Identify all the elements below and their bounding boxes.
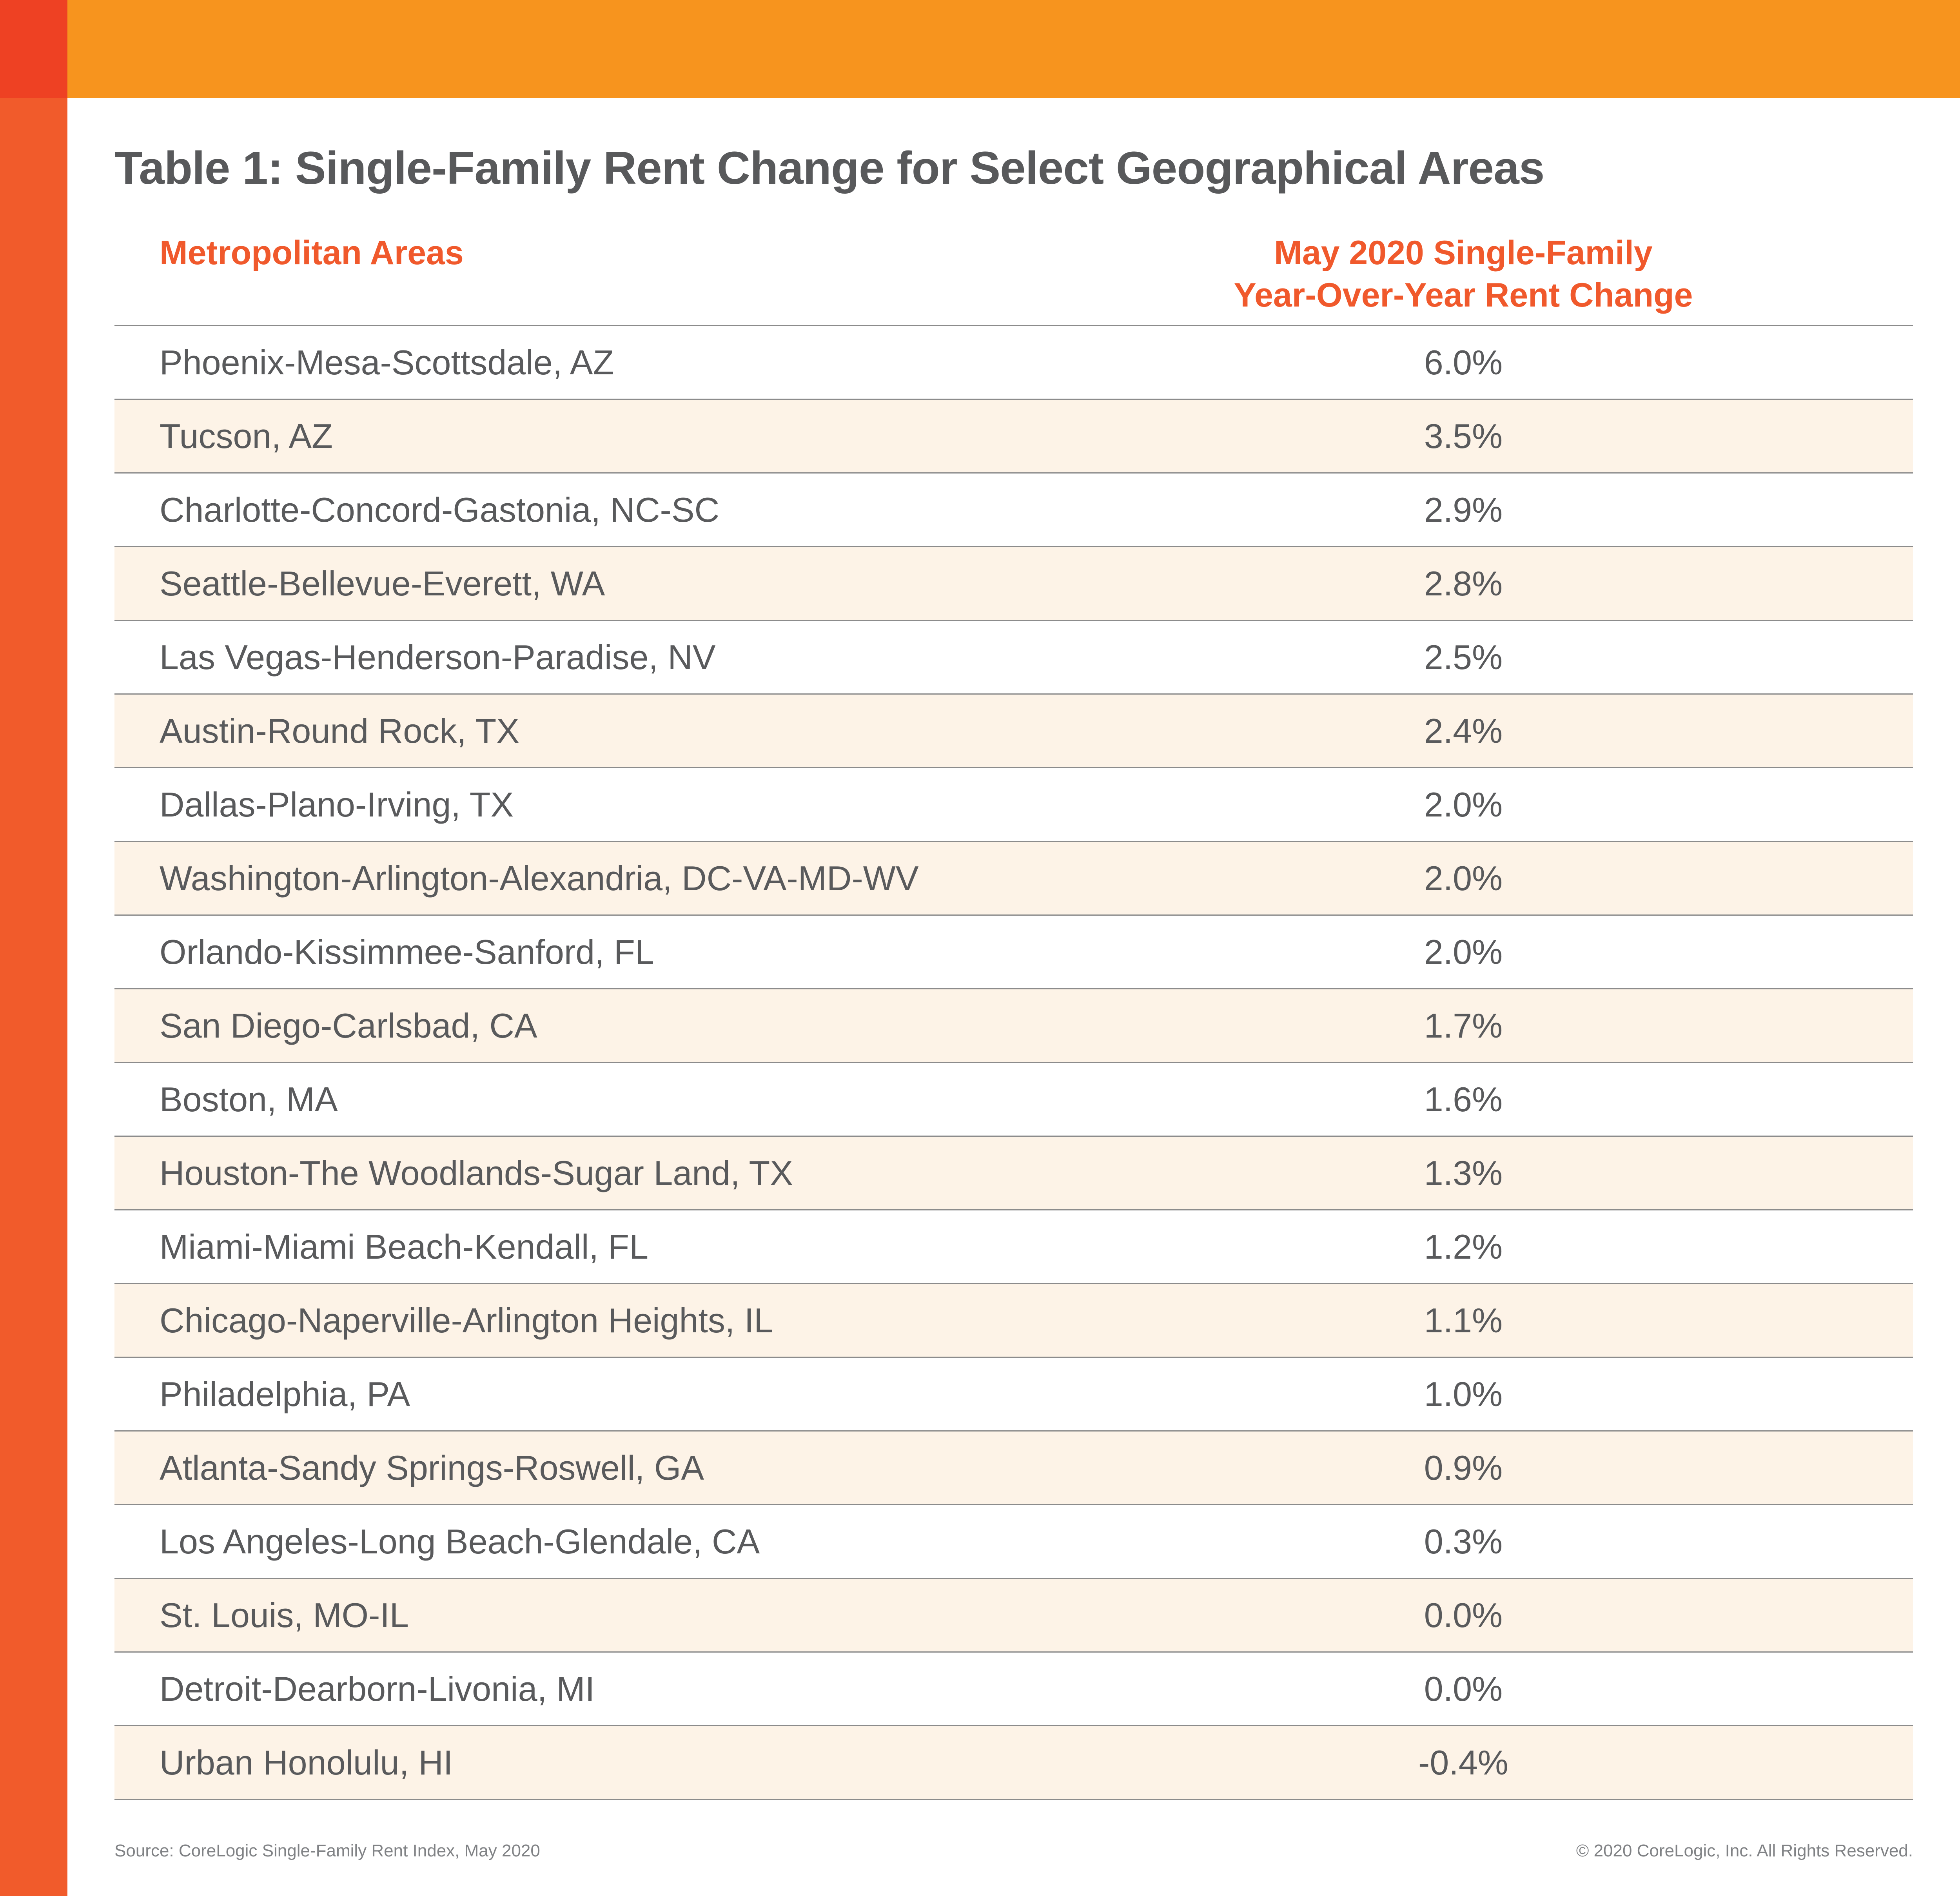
table-row: Seattle-Bellevue-Everett, WA 2.8%: [114, 547, 1913, 621]
area-cell: Los Angeles-Long Beach-Glendale, CA: [160, 1522, 760, 1561]
area-cell: Seattle-Bellevue-Everett, WA: [160, 564, 605, 603]
area-cell: Urban Honolulu, HI: [160, 1743, 453, 1782]
rent-change-cell: 2.0%: [1424, 932, 1503, 971]
rent-change-cell: 0.9%: [1424, 1448, 1503, 1487]
page-title: Table 1: Single-Family Rent Change for S…: [114, 142, 1544, 194]
table-row: Chicago-Naperville-Arlington Heights, IL…: [114, 1284, 1913, 1358]
area-cell: Orlando-Kissimmee-Sanford, FL: [160, 932, 654, 971]
area-cell: Washington-Arlington-Alexandria, DC-VA-M…: [160, 858, 919, 898]
area-cell: Atlanta-Sandy Springs-Roswell, GA: [160, 1448, 704, 1487]
footer-source: Source: CoreLogic Single-Family Rent Ind…: [114, 1841, 540, 1860]
rent-change-cell: 0.0%: [1424, 1669, 1503, 1708]
rent-change-cell: 1.6%: [1424, 1080, 1503, 1119]
area-cell: Philadelphia, PA: [160, 1374, 410, 1413]
column-header-rent-change: May 2020 Single-Family Year-Over-Year Re…: [1014, 232, 1913, 316]
area-cell: Miami-Miami Beach-Kendall, FL: [160, 1227, 649, 1266]
area-cell: St. Louis, MO-IL: [160, 1595, 409, 1635]
rent-change-cell: 1.7%: [1424, 1006, 1503, 1045]
table-row: Washington-Arlington-Alexandria, DC-VA-M…: [114, 842, 1913, 916]
rent-change-cell: 2.0%: [1424, 785, 1503, 824]
column-header-metropolitan-areas: Metropolitan Areas: [160, 234, 464, 272]
page-footer: Source: CoreLogic Single-Family Rent Ind…: [114, 1841, 1913, 1861]
table-row: San Diego-Carlsbad, CA 1.7%: [114, 989, 1913, 1063]
area-cell: Detroit-Dearborn-Livonia, MI: [160, 1669, 595, 1708]
rent-change-cell: -0.4%: [1418, 1743, 1508, 1782]
rent-change-cell: 0.0%: [1424, 1595, 1503, 1635]
corner-accent-block: [0, 0, 67, 98]
top-banner-bar: [0, 0, 1960, 98]
rent-change-cell: 3.5%: [1424, 416, 1503, 455]
area-cell: Tucson, AZ: [160, 416, 333, 455]
left-side-stripe: [0, 98, 67, 1896]
rent-change-cell: 1.2%: [1424, 1227, 1503, 1266]
table-row: Urban Honolulu, HI -0.4%: [114, 1726, 1913, 1800]
area-cell: Chicago-Naperville-Arlington Heights, IL: [160, 1301, 773, 1340]
table-body: Phoenix-Mesa-Scottsdale, AZ 6.0% Tucson, A…: [114, 326, 1913, 1800]
rent-change-cell: 0.3%: [1424, 1522, 1503, 1561]
column-header-rent-change-line1: May 2020 Single-Family: [1274, 234, 1653, 272]
table-row: Orlando-Kissimmee-Sanford, FL 2.0%: [114, 916, 1913, 989]
rent-change-cell: 2.9%: [1424, 490, 1503, 529]
rent-change-cell: 6.0%: [1424, 343, 1503, 382]
area-cell: Dallas-Plano-Irving, TX: [160, 785, 514, 824]
rent-change-cell: 2.4%: [1424, 711, 1503, 750]
table-row: Miami-Miami Beach-Kendall, FL 1.2%: [114, 1210, 1913, 1284]
rent-change-cell: 1.1%: [1424, 1301, 1503, 1340]
table-row: Los Angeles-Long Beach-Glendale, CA 0.3%: [114, 1505, 1913, 1579]
table-row: Houston-The Woodlands-Sugar Land, TX 1.3%: [114, 1137, 1913, 1210]
area-cell: Houston-The Woodlands-Sugar Land, TX: [160, 1153, 793, 1192]
table-row: Atlanta-Sandy Springs-Roswell, GA 0.9%: [114, 1432, 1913, 1505]
table-row: Dallas-Plano-Irving, TX 2.0%: [114, 768, 1913, 842]
area-cell: Austin-Round Rock, TX: [160, 711, 519, 750]
area-cell: Charlotte-Concord-Gastonia, NC-SC: [160, 490, 720, 529]
table-row: Austin-Round Rock, TX 2.4%: [114, 695, 1913, 768]
area-cell: San Diego-Carlsbad, CA: [160, 1006, 537, 1045]
footer-copyright: © 2020 CoreLogic, Inc. All Rights Reserv…: [1576, 1841, 1913, 1860]
table-row: Tucson, AZ 3.5%: [114, 400, 1913, 474]
table-row: Detroit-Dearborn-Livonia, MI 0.0%: [114, 1653, 1913, 1726]
table-row: Boston, MA 1.6%: [114, 1063, 1913, 1137]
table-row: St. Louis, MO-IL 0.0%: [114, 1579, 1913, 1653]
table-row: Phoenix-Mesa-Scottsdale, AZ 6.0%: [114, 326, 1913, 400]
rent-change-cell: 2.0%: [1424, 858, 1503, 898]
rent-change-cell: 1.0%: [1424, 1374, 1503, 1413]
table-row: Las Vegas-Henderson-Paradise, NV 2.5%: [114, 621, 1913, 695]
rent-change-cell: 2.5%: [1424, 637, 1503, 677]
content-area: Table 1: Single-Family Rent Change for S…: [114, 0, 1913, 1861]
rent-change-table: Metropolitan Areas May 2020 Single-Famil…: [114, 232, 1913, 1800]
area-cell: Boston, MA: [160, 1080, 338, 1119]
table-header-row: Metropolitan Areas May 2020 Single-Famil…: [114, 232, 1913, 326]
table-row: Philadelphia, PA 1.0%: [114, 1358, 1913, 1432]
rent-change-cell: 2.8%: [1424, 564, 1503, 603]
rent-change-cell: 1.3%: [1424, 1153, 1503, 1192]
column-header-rent-change-line2: Year-Over-Year Rent Change: [1234, 276, 1693, 314]
area-cell: Phoenix-Mesa-Scottsdale, AZ: [160, 343, 614, 382]
area-cell: Las Vegas-Henderson-Paradise, NV: [160, 637, 716, 677]
table-row: Charlotte-Concord-Gastonia, NC-SC 2.9%: [114, 474, 1913, 547]
